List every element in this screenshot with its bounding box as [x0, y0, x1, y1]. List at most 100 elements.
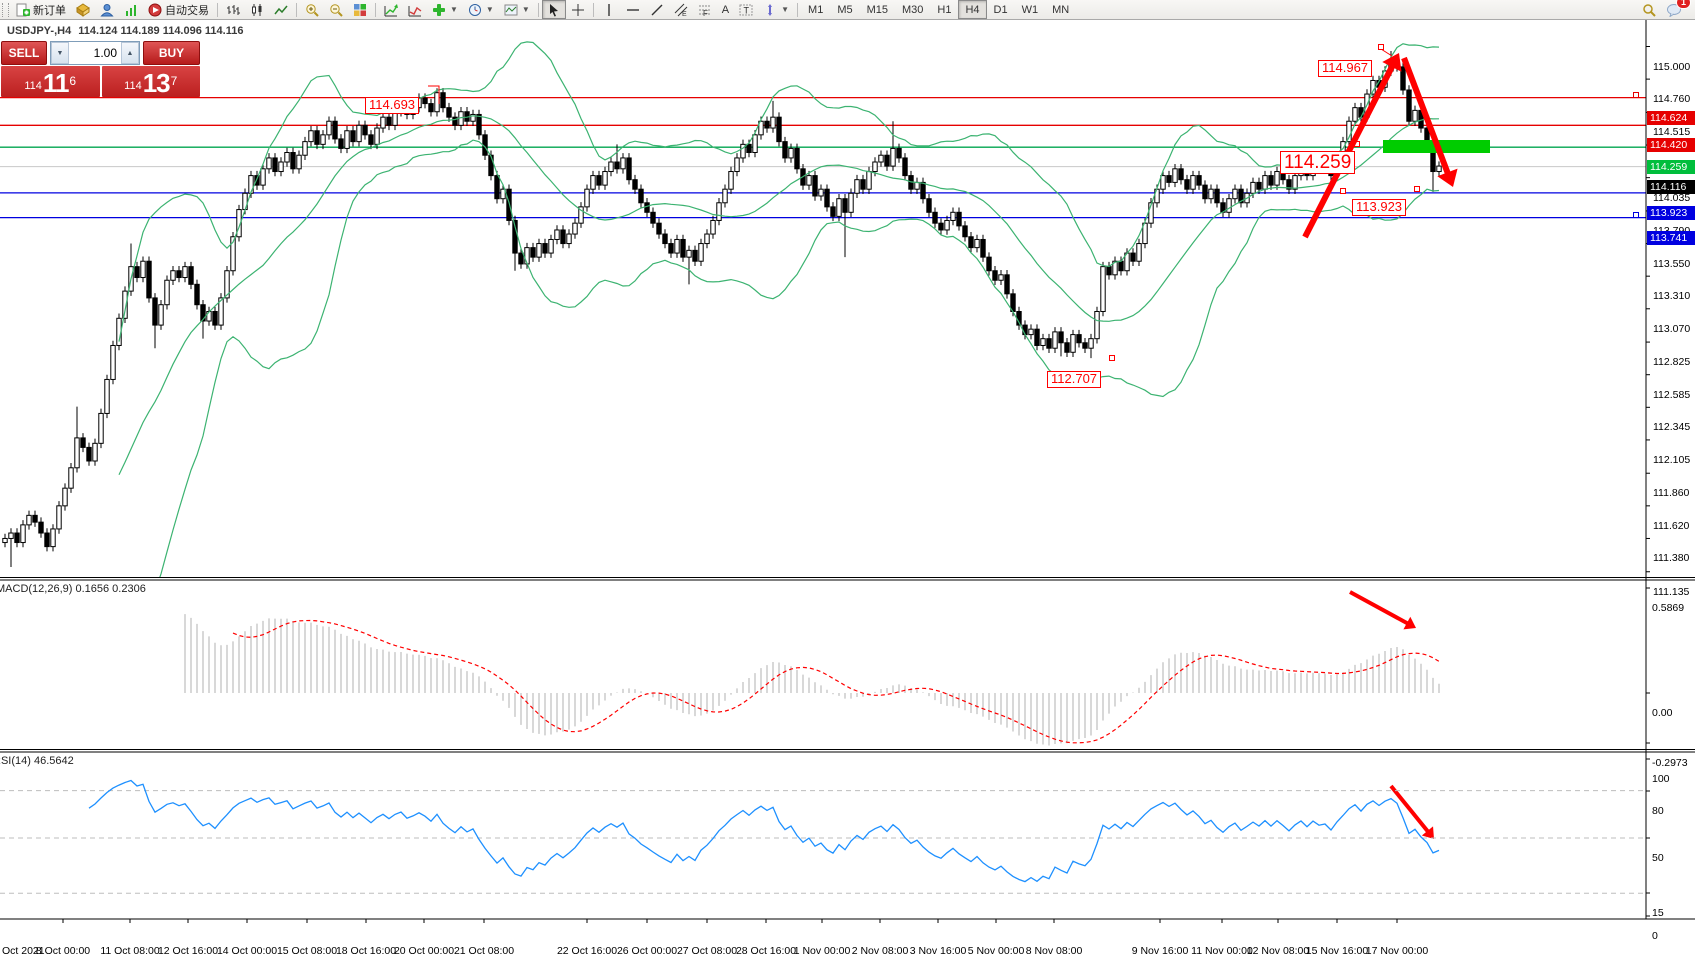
profiles-button[interactable]	[71, 0, 95, 19]
price-tick-label: 112.585	[1653, 388, 1691, 401]
price-annotation-113.923[interactable]: 113.923	[1352, 199, 1407, 216]
price-annotation-114.693[interactable]: 114.693	[365, 97, 420, 114]
sell-button[interactable]: SELL	[1, 41, 47, 65]
price-tick-label: 114.515	[1653, 126, 1691, 139]
price-annotation-112.707[interactable]: 112.707	[1047, 371, 1102, 388]
bar-chart-icon	[226, 3, 240, 17]
timeframe-m5-button[interactable]: M5	[837, 3, 853, 16]
data-window-button[interactable]	[119, 0, 143, 19]
time-axis-label: 1 Nov 00:00	[793, 945, 851, 957]
timeframe-m15-button[interactable]: M15	[866, 3, 888, 16]
macd-axis-label: 0.5869	[1652, 602, 1685, 614]
price-tick-label: 111.380	[1653, 552, 1690, 565]
chart-canvas	[0, 20, 1695, 923]
text-tool-button[interactable]: A	[717, 0, 734, 19]
new-order-icon	[16, 3, 30, 17]
object-handle[interactable]	[1414, 186, 1420, 192]
object-handle[interactable]	[1340, 188, 1346, 194]
price-tick-label: 111.135	[1653, 585, 1690, 598]
toolbar-separator	[296, 2, 297, 17]
timeframe-w1-button[interactable]: W1	[1021, 3, 1039, 16]
hline-tool-button[interactable]	[621, 0, 645, 19]
line-chart-button[interactable]	[269, 0, 293, 19]
toolbar-separator	[797, 2, 799, 17]
timeframe-mn-button[interactable]: MN	[1052, 3, 1070, 16]
price-annotation-114.259[interactable]: 114.259	[1280, 151, 1356, 175]
rsi-line	[88, 779, 1440, 883]
time-axis-label: 20 Oct 00:00	[393, 945, 455, 957]
macd-pane	[184, 614, 1440, 746]
trend-arrow-line[interactable]	[1389, 784, 1431, 834]
vline-icon	[602, 3, 616, 17]
buy-price-pip: 7	[170, 74, 178, 88]
time-axis-label: 11 Nov 00:00	[1191, 945, 1253, 957]
trend-arrow-head	[1403, 616, 1416, 630]
toolbar-separator	[217, 2, 218, 17]
bar-chart-button[interactable]	[221, 0, 245, 19]
crosshair-tool-button[interactable]	[566, 0, 590, 19]
volume-value[interactable]: 1.00	[93, 46, 117, 60]
volume-increase-button[interactable]: ▲	[121, 42, 139, 64]
indicator-list-button[interactable]	[403, 0, 427, 19]
shapes-tool-button[interactable]: ▼	[758, 0, 794, 19]
hline-icon	[626, 3, 640, 17]
tile-windows-button[interactable]	[348, 0, 372, 19]
object-handle[interactable]	[1378, 44, 1384, 50]
trendline-tool-button[interactable]	[645, 0, 669, 19]
price-annotation-114.967[interactable]: 114.967	[1318, 60, 1373, 77]
market-watch-button[interactable]	[95, 0, 119, 19]
candle-chart-button[interactable]	[245, 0, 269, 19]
sell-price-panel[interactable]: 114 11 6	[1, 66, 100, 97]
vline-tool-button[interactable]	[597, 0, 621, 19]
label-tool-button[interactable]: T	[734, 0, 758, 19]
timeframe-m30-button[interactable]: M30	[902, 3, 924, 16]
zoom-in-button[interactable]	[300, 0, 324, 19]
fibonacci-tool-button[interactable]: F	[693, 0, 717, 19]
timeframe-h1-button[interactable]: H1	[937, 3, 952, 16]
period-menu-button[interactable]: ▼	[463, 0, 499, 19]
timeframe-h4-button[interactable]: H4	[958, 0, 987, 19]
tile-windows-icon	[353, 3, 367, 17]
price-level-badge: 114.624	[1647, 110, 1695, 125]
new-order-button[interactable]: 新订单	[11, 0, 71, 19]
toolbar-grip[interactable]	[2, 2, 9, 17]
template-menu-button[interactable]: ▼	[499, 0, 535, 19]
ohlc-values: 114.124 114.189 114.096 114.116	[78, 25, 244, 37]
strategy-tester-button[interactable]	[379, 0, 403, 19]
indicator-list-icon	[408, 3, 422, 17]
time-axis-label: 12 Nov 08:00	[1246, 945, 1310, 957]
search-button[interactable]	[1637, 0, 1661, 19]
chart-window[interactable]: USDJPY-,H4 114.124 114.189 114.096 114.1…	[0, 20, 1695, 957]
zoom-out-button[interactable]	[324, 0, 348, 19]
bollinger-middle-band	[118, 115, 1440, 475]
time-axis-label: 9 Nov 16:00	[1131, 945, 1189, 957]
trend-arrow-line[interactable]	[1349, 590, 1410, 626]
timeframe-group: M1 M5 M15 M30 H1 H4 D1 W1 MN	[801, 0, 1076, 19]
dropdown-caret: ▼	[781, 5, 790, 14]
fibonacci-icon: F	[698, 3, 712, 18]
cursor-tool-button[interactable]	[541, 0, 566, 19]
time-axis-label: 14 Oct 00:00	[216, 945, 278, 957]
object-handle[interactable]	[1633, 212, 1639, 218]
timeframe-d1-button[interactable]: D1	[993, 3, 1008, 16]
trend-arrow-head	[1382, 53, 1402, 72]
time-axis-label: 2 Nov 08:00	[851, 945, 909, 957]
timeframe-m1-button[interactable]: M1	[808, 3, 824, 16]
rsi-axis-label: 0	[1652, 930, 1658, 942]
time-axis-label: 27 Oct 08:00	[676, 945, 738, 957]
buy-button[interactable]: BUY	[143, 41, 200, 65]
candlesticks	[2, 50, 1442, 567]
svg-text:E: E	[682, 11, 687, 17]
channel-icon: E	[674, 3, 688, 18]
object-handle[interactable]	[1633, 92, 1639, 98]
auto-trading-button[interactable]: 自动交易	[143, 0, 214, 19]
trend-arrow-line[interactable]	[1401, 56, 1451, 176]
add-indicator-button[interactable]: ▼	[427, 0, 463, 19]
chat-button[interactable]: 1	[1661, 0, 1691, 19]
volume-decrease-button[interactable]: ▼	[51, 42, 69, 64]
buy-price-panel[interactable]: 114 13 7	[101, 66, 200, 97]
price-tick-label: 112.825	[1653, 356, 1691, 369]
text-tool-icon: A	[721, 3, 730, 16]
channel-tool-button[interactable]: E	[669, 0, 693, 19]
object-handle[interactable]	[1109, 355, 1115, 361]
